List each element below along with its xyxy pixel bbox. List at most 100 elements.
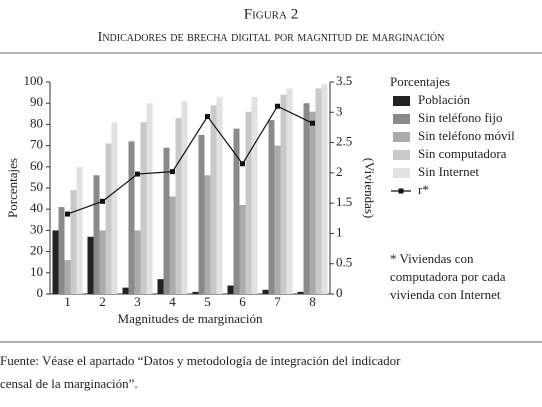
bar bbox=[315, 88, 322, 294]
y-tick-label: 90 bbox=[30, 94, 43, 109]
bar bbox=[204, 175, 211, 294]
y-tick-label: 70 bbox=[30, 137, 43, 152]
legend-swatch bbox=[393, 132, 410, 142]
point bbox=[205, 114, 210, 120]
point bbox=[275, 103, 280, 109]
legend-swatch bbox=[393, 114, 410, 124]
legend-title: Porcentajes bbox=[390, 74, 450, 89]
bar bbox=[181, 101, 188, 294]
bar bbox=[245, 111, 252, 295]
bar bbox=[163, 147, 170, 294]
x-tick-label: 7 bbox=[274, 294, 281, 309]
y-axis-label: Porcentajes bbox=[5, 158, 20, 218]
bar bbox=[52, 230, 59, 294]
y2-tick-label: 2 bbox=[336, 164, 343, 179]
bar bbox=[321, 84, 328, 295]
bar bbox=[280, 94, 287, 294]
bar bbox=[175, 118, 182, 294]
bar bbox=[268, 120, 275, 294]
y-tick-label: 0 bbox=[37, 285, 44, 300]
y-tick-label: 80 bbox=[30, 115, 43, 130]
bar bbox=[140, 122, 147, 294]
bar bbox=[64, 260, 71, 294]
bar bbox=[309, 111, 316, 295]
figure-title: Figura 2 bbox=[244, 6, 298, 22]
bar bbox=[303, 103, 310, 294]
y-tick-label: 10 bbox=[30, 264, 43, 279]
legend-label: Sin computadora bbox=[418, 146, 507, 161]
bar bbox=[274, 145, 281, 294]
footnote: computadora por cada bbox=[390, 269, 506, 284]
bar bbox=[169, 196, 176, 294]
bar bbox=[76, 166, 83, 294]
x-tick-label: 2 bbox=[99, 294, 106, 309]
bar bbox=[105, 143, 112, 294]
y2-axis-label: (Viviendas) bbox=[362, 158, 377, 219]
y-tick-label: 60 bbox=[30, 158, 43, 173]
y-tick-label: 40 bbox=[30, 200, 43, 215]
legend-label: Población bbox=[418, 92, 470, 107]
footnote: vivienda con Internet bbox=[390, 287, 501, 302]
line bbox=[67, 105, 313, 215]
bar bbox=[99, 230, 106, 294]
bar bbox=[70, 190, 77, 294]
source-line: Fuente: Véase el apartado “Datos y metod… bbox=[0, 353, 401, 368]
point bbox=[135, 171, 140, 177]
bar bbox=[192, 291, 199, 294]
y2-tick-label: 0.5 bbox=[336, 255, 352, 270]
point bbox=[65, 211, 70, 217]
bar bbox=[58, 207, 65, 294]
bar bbox=[233, 128, 240, 294]
y2-tick-label: 3.5 bbox=[336, 73, 352, 88]
point bbox=[310, 120, 315, 126]
y-tick-label: 20 bbox=[30, 243, 43, 258]
bar bbox=[286, 88, 293, 294]
x-tick-label: 6 bbox=[239, 294, 246, 309]
bar bbox=[239, 204, 246, 294]
y2-tick-label: 1 bbox=[336, 224, 343, 239]
bar bbox=[216, 96, 223, 294]
bar bbox=[111, 122, 118, 294]
x-tick-label: 8 bbox=[309, 294, 316, 309]
bar bbox=[210, 105, 217, 294]
point bbox=[240, 161, 245, 167]
bar bbox=[157, 279, 164, 294]
footnote: * Viviendas con bbox=[390, 251, 474, 266]
y-tick-label: 100 bbox=[24, 73, 44, 88]
legend-label: Sin teléfono fijo bbox=[418, 110, 503, 125]
legend-label: r* bbox=[418, 182, 429, 197]
figure-subtitle: Indicadores de brecha digital por magnit… bbox=[98, 30, 445, 45]
bar bbox=[134, 230, 141, 294]
y-tick-label: 50 bbox=[30, 179, 43, 194]
bar bbox=[227, 285, 234, 294]
legend-swatch bbox=[393, 150, 410, 160]
legend-swatch bbox=[393, 96, 410, 106]
bar bbox=[93, 175, 100, 294]
point bbox=[170, 169, 175, 175]
x-tick-label: 1 bbox=[64, 294, 71, 309]
legend-label: Sin Internet bbox=[418, 164, 479, 179]
bar bbox=[87, 236, 94, 294]
y2-tick-label: 1.5 bbox=[336, 194, 352, 209]
y2-tick-label: 2.5 bbox=[336, 134, 352, 149]
bar bbox=[297, 291, 304, 294]
x-tick-label: 5 bbox=[204, 294, 211, 309]
point bbox=[100, 198, 105, 204]
bar bbox=[251, 96, 258, 294]
y-tick-label: 30 bbox=[30, 221, 43, 236]
x-axis-label: Magnitudes de marginación bbox=[118, 311, 263, 326]
legend-swatch bbox=[398, 188, 404, 194]
source-line: censal de la marginación”. bbox=[0, 376, 138, 391]
bar bbox=[262, 289, 269, 294]
legend-swatch bbox=[393, 168, 410, 178]
bar bbox=[128, 141, 135, 294]
bar bbox=[122, 287, 129, 294]
y2-tick-label: 0 bbox=[336, 285, 343, 300]
x-tick-label: 3 bbox=[134, 294, 141, 309]
legend-label: Sin teléfono móvil bbox=[418, 128, 515, 143]
y2-tick-label: 3 bbox=[336, 103, 343, 118]
bar bbox=[146, 103, 153, 294]
bar bbox=[198, 135, 205, 294]
x-tick-label: 4 bbox=[169, 294, 176, 309]
